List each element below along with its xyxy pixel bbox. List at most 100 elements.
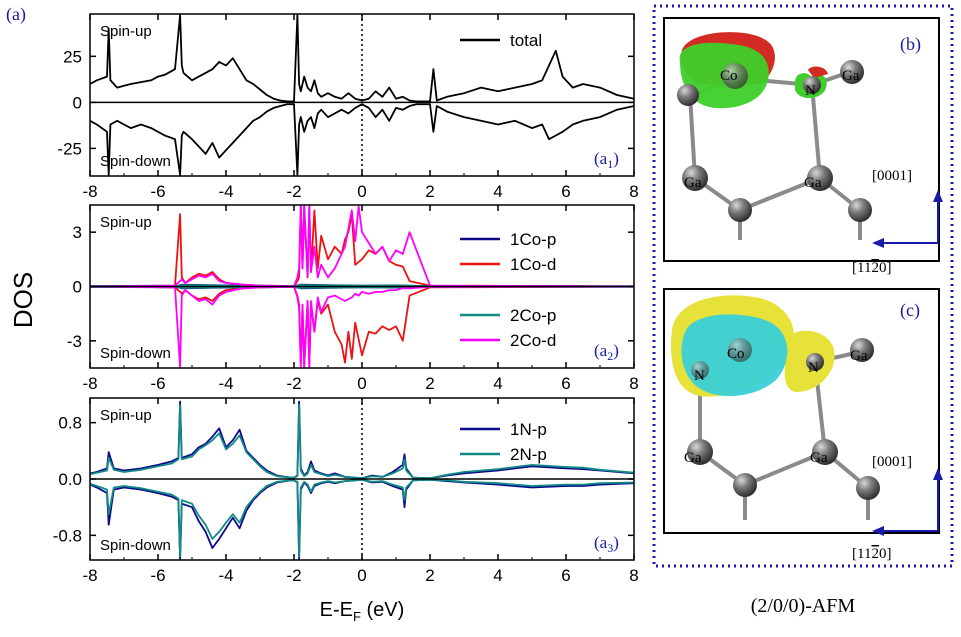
direction-left-c-bar: 2 (871, 546, 879, 562)
panel-label-a: (a) (6, 4, 26, 25)
xtick-label-a3-7: 6 (561, 566, 570, 585)
atom-n-b (803, 76, 821, 94)
corner-label-sub-a1: 1 (607, 157, 613, 171)
atom-ga-top-left-b (677, 84, 699, 106)
atom-ga-bottom-right-b (848, 198, 872, 222)
direction-left-b-start: [11 (852, 260, 871, 276)
ytick-label-a1-0: -25 (57, 139, 82, 158)
atom-ga-bottom-left-b (728, 198, 752, 222)
series-a2-2co-p-up (89, 284, 635, 288)
xtick-label-a3-1: -6 (150, 566, 165, 585)
dos-panel-a1: -8 -6 -4 -2 0 2 4 6 8 -25 0 25 Spin-up Spin-down (a1) t… (57, 13, 639, 201)
series-a3-2n-p-up (89, 404, 635, 480)
atom-ga-right-c (812, 439, 838, 465)
atom-n-right-c (806, 353, 824, 371)
corner-label-a1: (a1) (594, 149, 619, 171)
series-a1-total-up (89, 14, 635, 103)
energy-axis-label-unit: (eV) (361, 599, 404, 621)
xtick-label-a1-7: 6 (561, 182, 570, 201)
structure-panel-c: (c) Co N N Ga Ga Ga (663, 288, 943, 562)
corner-label-close-a2: ) (613, 341, 619, 360)
atom-label-ga-top-b: Ga (842, 68, 860, 84)
legend-label-a2-0: 1Co-p (510, 230, 556, 249)
series-a1-total-down (89, 103, 635, 176)
atom-label-co-b: Co (720, 68, 738, 84)
atom-ga-bottom-right-c (856, 476, 880, 500)
corner-label-main-a3: (a (594, 533, 608, 552)
direction-up-b: [0001] (872, 168, 912, 184)
xtick-label-a1-0: -8 (82, 182, 97, 201)
spin-up-label-a1: Spin-up (100, 23, 152, 40)
corner-label-close-a3: ) (613, 533, 619, 552)
atom-ga-top-right-c (850, 338, 874, 362)
xtick-label-a3-8: 8 (629, 566, 638, 585)
legend-label-a2-1: 1Co-d (510, 255, 556, 274)
spin-density-red-n-b (808, 66, 828, 78)
atom-label-n-b: N (805, 83, 816, 99)
axis-arrows-c (872, 468, 943, 536)
atom-ga-top-right-b (840, 60, 864, 84)
spin-down-label-a1: Spin-down (100, 153, 171, 170)
atom-label-ga-left-b: Ga (684, 175, 702, 191)
dos-axis-label: DOS (8, 272, 38, 328)
direction-up-c: [0001] (872, 454, 912, 470)
atom-co-c (728, 338, 752, 362)
xtick-label-a1-8: 8 (629, 182, 638, 201)
corner-label-sub-a3: 3 (607, 541, 613, 555)
atom-ga-right-b (807, 165, 833, 191)
ytick-label-a1-1: 0 (73, 93, 82, 112)
xtick-label-a2-4: 0 (357, 374, 366, 393)
ytick-label-a1-2: 25 (63, 47, 82, 66)
direction-left-b-end: 0] (879, 260, 892, 276)
legend-label-a2-3: 2Co-d (510, 331, 556, 350)
xtick-label-a3-0: -8 (82, 566, 97, 585)
series-a2-2co-d-up (89, 205, 635, 288)
xtick-label-a1-5: 2 (425, 182, 434, 201)
series-a2-2co-p-down (89, 285, 635, 289)
xtick-label-a1-3: -2 (286, 182, 301, 201)
ytick-label-a3-1: 0.0 (58, 470, 82, 489)
spin-down-label-a2: Spin-down (100, 345, 171, 362)
xtick-label-a2-0: -8 (82, 374, 97, 393)
xtick-label-a2-6: 4 (493, 374, 502, 393)
xtick-label-a3-3: -2 (286, 566, 301, 585)
xtick-label-a1-1: -6 (150, 182, 165, 201)
corner-label-main-a1: (a (594, 149, 608, 168)
xtick-label-a1-2: -4 (218, 182, 233, 201)
direction-left-c: [1120] (852, 546, 891, 562)
corner-label-a3: (a3) (594, 533, 619, 555)
direction-left-c-start: [11 (852, 546, 871, 562)
energy-axis-label: E-EF (eV) (320, 599, 405, 624)
ytick-label-a2-2: 3 (73, 223, 82, 242)
xtick-label-a3-2: -4 (218, 566, 233, 585)
xtick-label-a3-4: 0 (357, 566, 366, 585)
figure-caption: (2/0/0)-AFM (751, 595, 856, 617)
dotted-frame (652, 4, 954, 568)
xtick-label-a1-4: 0 (357, 182, 366, 201)
xtick-label-a2-2: -4 (218, 374, 233, 393)
atom-ga-left-c (687, 439, 713, 465)
xtick-label-a2-5: 2 (425, 374, 434, 393)
series-a2-2co-d-down (89, 285, 635, 368)
xtick-label-a3-5: 2 (425, 566, 434, 585)
axis-arrows-b (872, 190, 943, 248)
direction-left-c-end: 0] (879, 546, 892, 562)
series-a2-1co-d-down (89, 285, 635, 368)
direction-left-b-bar: 2 (871, 260, 879, 276)
energy-axis-label-sub: F (353, 609, 361, 624)
xtick-label-a2-1: -6 (150, 374, 165, 393)
atom-n-left-c (691, 361, 709, 379)
dos-panel-a3: -8 -6 -4 -2 0 2 4 6 8 -0.8 0.0 0.8 Spin-up Spin-down (… (53, 397, 639, 585)
xtick-label-a2-3: -2 (286, 374, 301, 393)
ytick-label-a2-1: 0 (73, 278, 82, 297)
atom-label-n-left-c: N (694, 368, 705, 384)
xtick-label-a2-8: 8 (629, 374, 638, 393)
atom-label-n-right-c: N (808, 360, 819, 376)
energy-axis-label-main: E-E (320, 599, 353, 621)
atom-co-b (722, 63, 748, 89)
atom-label-co-c: Co (727, 346, 745, 362)
structure-label-b: (b) (900, 34, 921, 55)
legend-label-a3-1: 2N-p (510, 445, 547, 464)
